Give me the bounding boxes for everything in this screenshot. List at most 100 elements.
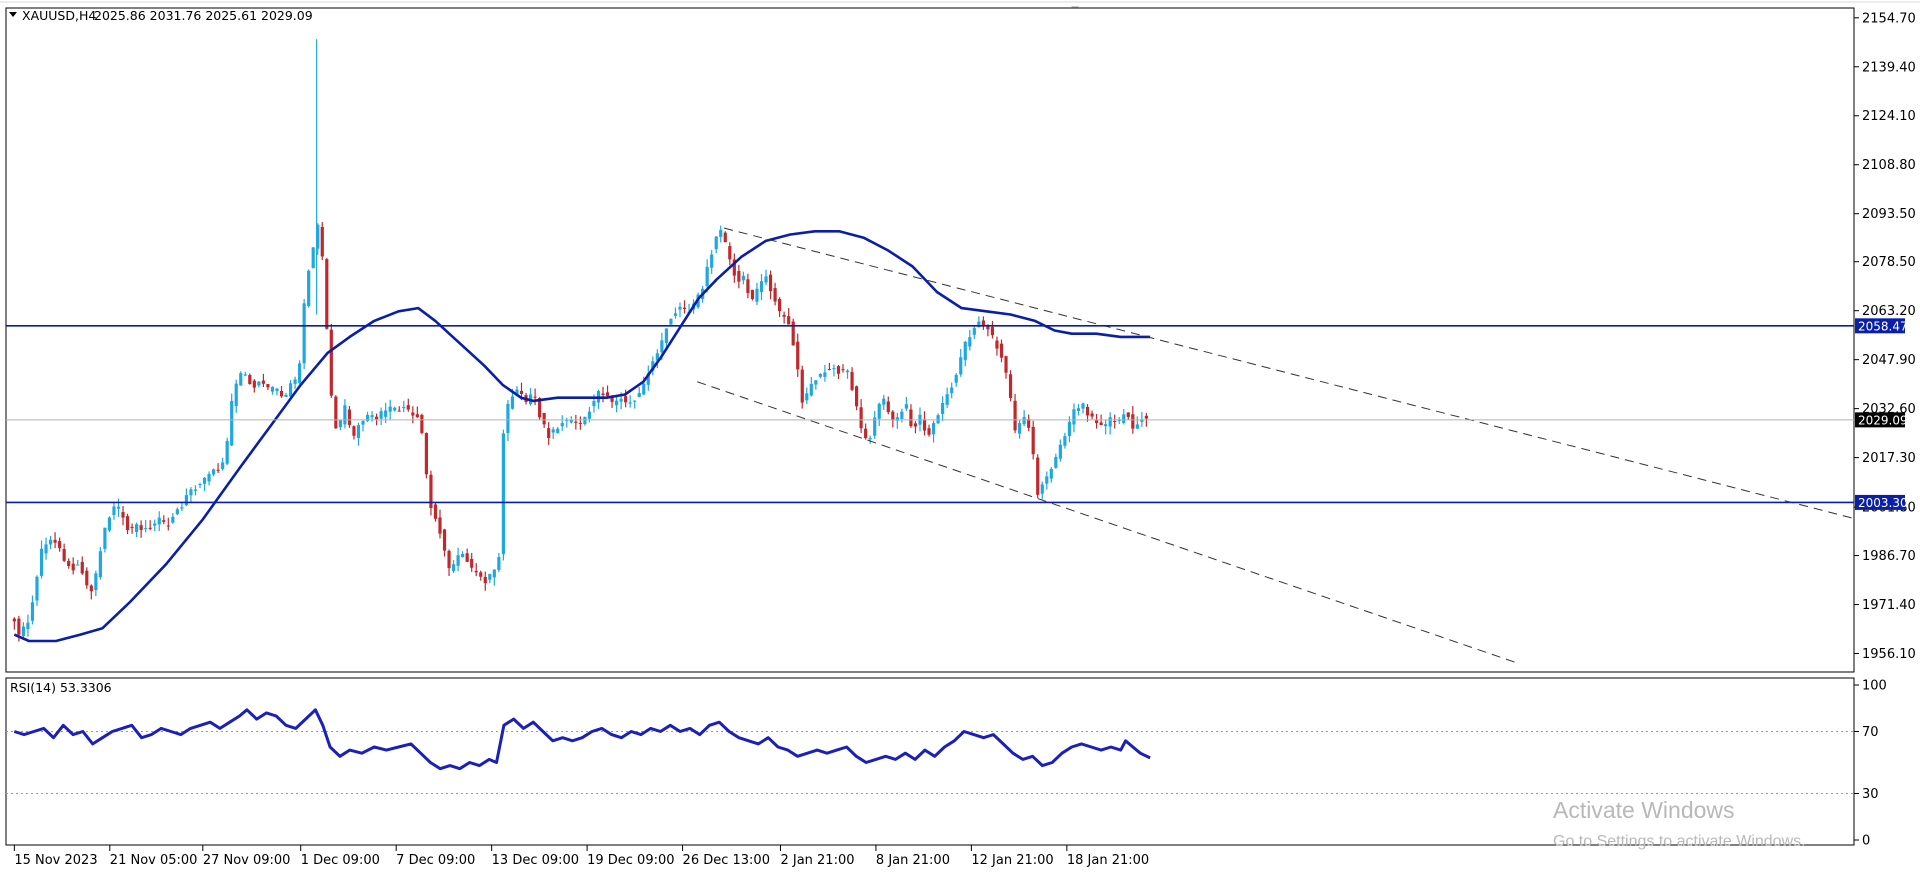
candle-body [778,298,782,312]
candle-body [728,246,732,260]
candle-body [972,328,976,335]
candle-body [1004,356,1008,373]
candle-body [959,357,963,375]
candle-body [375,416,379,420]
time-tick-label: 18 Jan 21:00 [1067,853,1149,868]
candle-body [189,489,193,496]
time-axis[interactable]: 15 Nov 2023 21 Nov 05:00 27 Nov 09:00 1 Dec… [13,845,1149,868]
candle-body [741,275,745,281]
candle-body [723,232,727,243]
candle-body [216,469,220,471]
candle-body [352,426,356,436]
candle-body [411,412,415,416]
candle-body [931,423,936,435]
candle-body [361,420,365,425]
candle-body [384,410,388,417]
candle-body [248,374,252,385]
candle-body [456,555,460,566]
collapse-triangle-icon[interactable] [9,12,17,17]
candle-body [841,369,845,371]
activate-windows-subtitle: Go to Settings to activate Windows. [1553,833,1806,850]
price-tick-label: 1986.70 [1862,549,1916,564]
candle-body [963,341,967,361]
candle-body [646,373,650,385]
rsi-panel[interactable] [5,677,1855,846]
candle-body [569,419,573,423]
candle-body [587,411,592,419]
candle-body [990,327,995,336]
candle-body [773,288,777,302]
candle-body [461,553,465,558]
candle-body [986,326,990,330]
candle-body [542,412,546,425]
candle-body [538,398,542,418]
price-axis[interactable]: 2154.70 2139.40 2124.10 2108.80 2093.50 2078.… [1854,11,1916,662]
candle-body [800,369,804,403]
time-tick-label: 19 Dec 09:00 [587,853,674,868]
rsi-tick-label: 0 [1862,834,1870,849]
candle-body [225,440,229,464]
candle-body [116,506,121,509]
candle-body [977,321,981,328]
candle-body [864,428,868,439]
price-tick-label: 2093.50 [1862,207,1916,222]
candle-body [560,423,564,427]
channel-trendline[interactable] [697,381,1519,664]
candle-body [583,416,587,425]
candle-body [334,396,338,429]
candle-body [397,410,401,412]
candle-body [1113,421,1117,423]
candle-body [556,428,560,434]
candle-body [89,585,93,592]
time-tick-label: 7 Dec 09:00 [396,853,475,868]
candle-body [230,400,234,446]
candle-body [519,390,524,394]
candle-body [764,276,768,283]
candle-body [379,411,383,419]
candle-body [211,469,216,475]
candle-body [483,576,487,584]
candle-body [44,544,48,554]
candle-body [221,462,225,470]
candle-body [1104,424,1108,427]
candle-body [497,557,501,570]
candle-body [1122,414,1126,423]
candle-body [207,473,211,482]
time-tick-label: 12 Jan 21:00 [971,853,1053,868]
candle-body [343,405,347,425]
candle-body [270,387,275,392]
candle-body [845,370,850,373]
candle-body [501,433,505,555]
time-tick-label: 8 Jan 21:00 [876,853,950,868]
candle-body [605,392,610,397]
candle-body [442,529,447,551]
candle-body [999,343,1004,358]
candle-body [433,504,438,519]
candle-body [506,403,510,434]
candle-body [547,428,551,439]
candle-body [1063,436,1067,446]
price-panel[interactable] [5,7,1857,673]
candle-body [202,477,207,484]
candle-body [1144,415,1148,419]
candle-body [1135,424,1139,429]
candle-body [705,266,709,287]
candle-body [121,512,125,518]
candle-body [388,406,392,412]
candle-body [1108,417,1112,427]
candle-body [732,259,736,276]
candle-body [768,274,773,292]
candle-body [941,402,945,414]
candle-body [488,574,492,580]
symbol-label: XAUUSD,H4 [22,8,96,23]
candle-body [682,307,687,309]
rsi-axis[interactable]: 100 70 30 0 [1854,679,1887,849]
candle-body [832,368,836,370]
candle-body [836,366,841,374]
candle-body [782,314,786,317]
candle-body [515,389,519,396]
channel-trendline[interactable] [724,227,1857,520]
candle-body [98,551,102,578]
level-price-label: 2003.30 [1858,496,1908,510]
time-tick-label: 15 Nov 2023 [14,853,97,868]
